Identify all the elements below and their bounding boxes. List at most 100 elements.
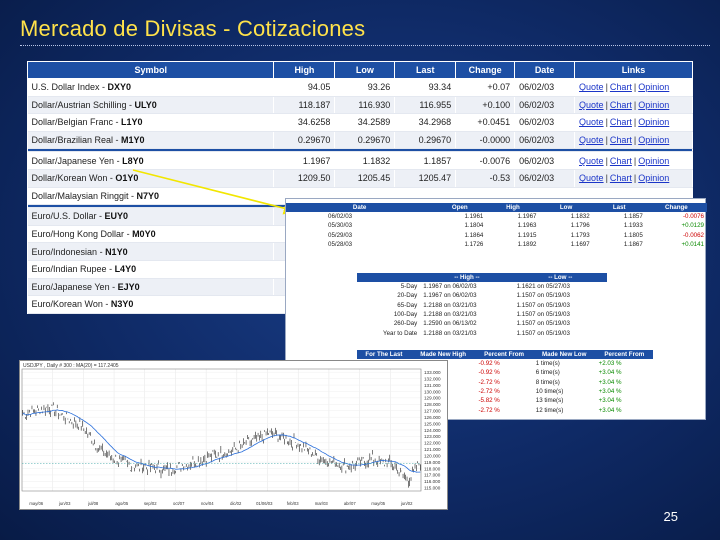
instrument-name: Dollar/Brazilian Real [31,135,114,146]
from-row: -5.82 % 13 time(s) +3.04 % [357,396,653,405]
symbol-separator: - [113,135,122,146]
title-divider [20,45,710,46]
symbol-cell: Euro/Indonesian - N1Y0 [27,242,275,261]
history-date: 05/30/03 [328,222,353,230]
chart-link[interactable]: Chart [609,99,632,110]
high-cell: 1.1967 [273,151,336,170]
quote-row[interactable]: Dollar/Japanese Yen - L8Y0 1.1967 1.1832 1.… [27,151,693,170]
change-cell: +0.07 [455,78,516,97]
from-col-header: Percent From [595,350,653,359]
history-high: 1.1963 [517,222,537,230]
quote-link[interactable]: Quote [579,173,604,184]
quote-row[interactable]: Dollar/Korean Won - O1Y0 1209.50 1205.45 12… [27,169,693,188]
from-e: +3.04 % [598,369,622,377]
y-tick-label: 130.000 [424,389,441,394]
from-col-header: Made New Low [532,350,596,359]
y-tick-label: 129.000 [424,396,441,401]
chart-link[interactable]: Chart [609,82,632,93]
symbol-code[interactable]: EJY0 [117,281,140,292]
symbol-code[interactable]: EUY0 [104,211,129,222]
symbol-code[interactable]: O1Y0 [115,173,139,184]
y-tick-label: 117.000 [424,473,441,478]
price-chart[interactable]: USDJPY , Daily # 300 : MA(20) = 117.2405… [19,360,448,510]
change-cell: +0.100 [455,96,516,115]
col-header-high[interactable]: High [273,61,336,79]
from-c: -2.72 % [478,388,500,396]
quote-link[interactable]: Quote [579,155,604,166]
col-header-symbol[interactable]: Symbol [26,61,275,79]
symbol-separator: - [114,155,123,166]
link-divider: | [633,173,637,184]
opinion-link[interactable]: Opinion [638,99,670,110]
quote-link[interactable]: Quote [579,135,604,146]
col-header-date[interactable]: Date [514,61,576,79]
date-cell: 06/02/03 [514,96,576,115]
history-col-header[interactable]: Last [592,203,646,212]
quote-row[interactable]: Dollar/Brazilian Real - M1Y0 0.29670 0.296… [27,131,693,150]
range-high: 1.1967 on 06/02/03 [423,283,477,291]
moving-average-line [22,409,421,473]
history-row: 05/30/03 1.1804 1.1963 1.1796 1.1933 +0.0129 [286,221,707,230]
symbol-separator: - [128,190,137,201]
history-col-header[interactable]: Open [433,203,487,212]
quote-row[interactable]: U.S. Dollar Index - DXY0 94.05 93.26 93.34 +… [27,78,693,97]
history-open: 1.1961 [464,213,484,221]
x-tick-label: abr/07 [344,501,357,506]
y-tick-label: 121.000 [424,447,441,452]
quote-link[interactable]: Quote [579,117,604,128]
col-header-low[interactable]: Low [334,61,396,79]
from-c: -0.92 % [478,369,500,377]
high-cell: 0.29670 [273,131,336,150]
instrument-name: Euro/Hong Kong Dollar [31,229,125,240]
opinion-link[interactable]: Opinion [638,117,670,128]
quote-link[interactable]: Quote [579,82,604,93]
col-header-change[interactable]: Change [455,61,516,79]
symbol-code[interactable]: N1Y0 [105,246,128,257]
history-col-header[interactable]: Date [286,203,434,212]
symbol-code[interactable]: L1Y0 [121,117,143,128]
history-date: 06/02/03 [328,213,353,221]
symbol-code[interactable]: N7Y0 [136,190,160,201]
range-period: Year to Date [383,329,418,337]
links-cell: Quote | Chart | Opinion [574,169,693,188]
quote-link[interactable]: Quote [579,99,604,110]
col-header-last[interactable]: Last [394,61,457,79]
symbol-code[interactable]: ULY0 [134,99,157,110]
opinion-link[interactable]: Opinion [638,155,670,166]
opinion-link[interactable]: Opinion [638,135,670,146]
y-tick-label: 118.000 [424,466,441,471]
last-cell: 34.2968 [394,113,457,132]
chart-link[interactable]: Chart [609,155,632,166]
high-cell: 1209.50 [273,169,336,188]
history-last: 1.1805 [623,231,643,239]
quote-row[interactable]: Dollar/Austrian Schilling - ULY0 118.187 1… [27,96,693,115]
last-cell: 116.955 [394,96,457,115]
history-col-header[interactable]: Change [645,203,707,212]
symbol-code[interactable]: M1Y0 [121,135,145,146]
quote-row[interactable]: Dollar/Belgian Franc - L1Y0 34.6258 34.258… [27,113,693,132]
opinion-link[interactable]: Opinion [638,173,670,184]
symbol-code[interactable]: N3Y0 [110,299,134,310]
history-low: 1.1832 [570,213,590,221]
history-col-header[interactable]: High [486,203,540,212]
link-divider: | [605,155,608,166]
symbol-code[interactable]: L8Y0 [122,155,144,166]
link-divider: | [605,173,608,184]
symbol-code[interactable]: M0Y0 [132,229,156,240]
links-cell: Quote | Chart | Opinion [574,113,693,132]
opinion-link[interactable]: Opinion [638,82,670,93]
history-col-header[interactable]: Low [539,203,593,212]
history-high: 1.1892 [517,241,537,249]
from-col-header: Percent From [475,350,533,359]
history-low: 1.1796 [570,222,590,230]
range-low: 1.1621 on 05/27/03 [516,283,570,291]
symbol-separator: - [96,211,105,222]
chart-link[interactable]: Chart [609,117,632,128]
symbol-code[interactable]: DXY0 [107,82,132,93]
x-tick-label: mar/03 [315,501,329,506]
chart-link[interactable]: Chart [609,135,632,146]
from-col-header: For The Last [357,350,411,359]
symbol-code[interactable]: L4Y0 [114,264,137,275]
symbol-cell: U.S. Dollar Index - DXY0 [27,78,275,97]
chart-link[interactable]: Chart [609,173,632,184]
